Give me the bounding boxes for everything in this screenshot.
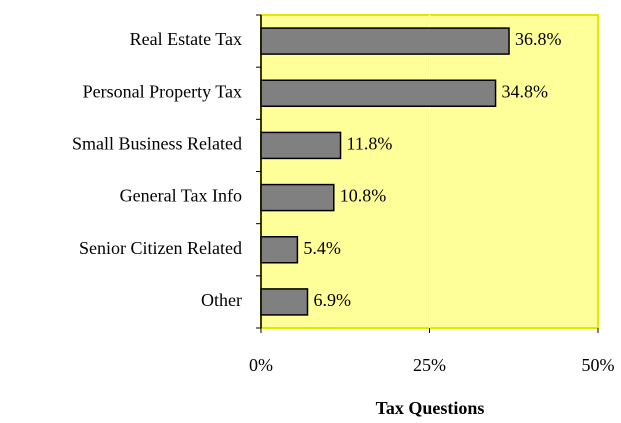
bar	[260, 183, 335, 212]
y-tick-label: Other	[201, 290, 242, 310]
y-tick-label: Personal Property Tax	[83, 81, 242, 101]
bar	[260, 288, 309, 316]
y-tick-label: Real Estate Tax	[130, 29, 242, 49]
data-label: 6.9%	[314, 290, 352, 310]
data-label: 5.4%	[303, 238, 341, 258]
x-tick-label: 50%	[582, 355, 615, 375]
bar	[260, 79, 497, 107]
data-label: 36.8%	[515, 29, 562, 49]
data-label: 10.8%	[340, 186, 387, 206]
bar	[260, 27, 510, 55]
y-tick-label: Senior Citizen Related	[79, 238, 242, 258]
y-tick-label: Small Business Related	[72, 134, 242, 154]
x-axis-title: Tax Questions	[376, 398, 485, 418]
x-tick-label: 0%	[249, 355, 273, 375]
bar	[260, 131, 342, 160]
y-tick-label: General Tax Info	[120, 186, 242, 206]
x-tick-label: 25%	[413, 355, 446, 375]
data-label: 11.8%	[347, 134, 393, 154]
bar	[260, 236, 299, 264]
data-label: 34.8%	[502, 81, 549, 101]
